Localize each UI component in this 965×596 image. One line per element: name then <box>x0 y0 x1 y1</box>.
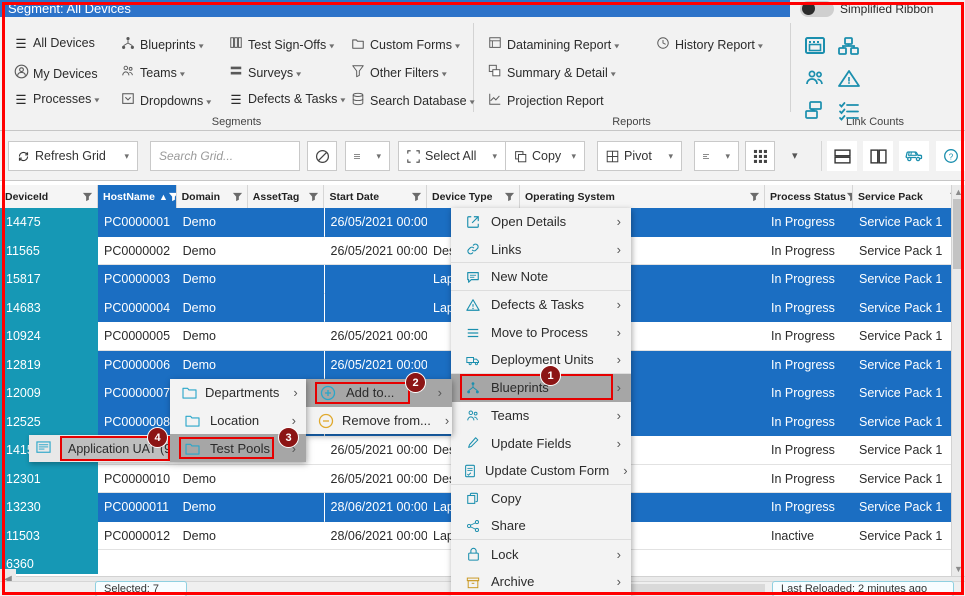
svg-text:?: ? <box>949 153 954 162</box>
